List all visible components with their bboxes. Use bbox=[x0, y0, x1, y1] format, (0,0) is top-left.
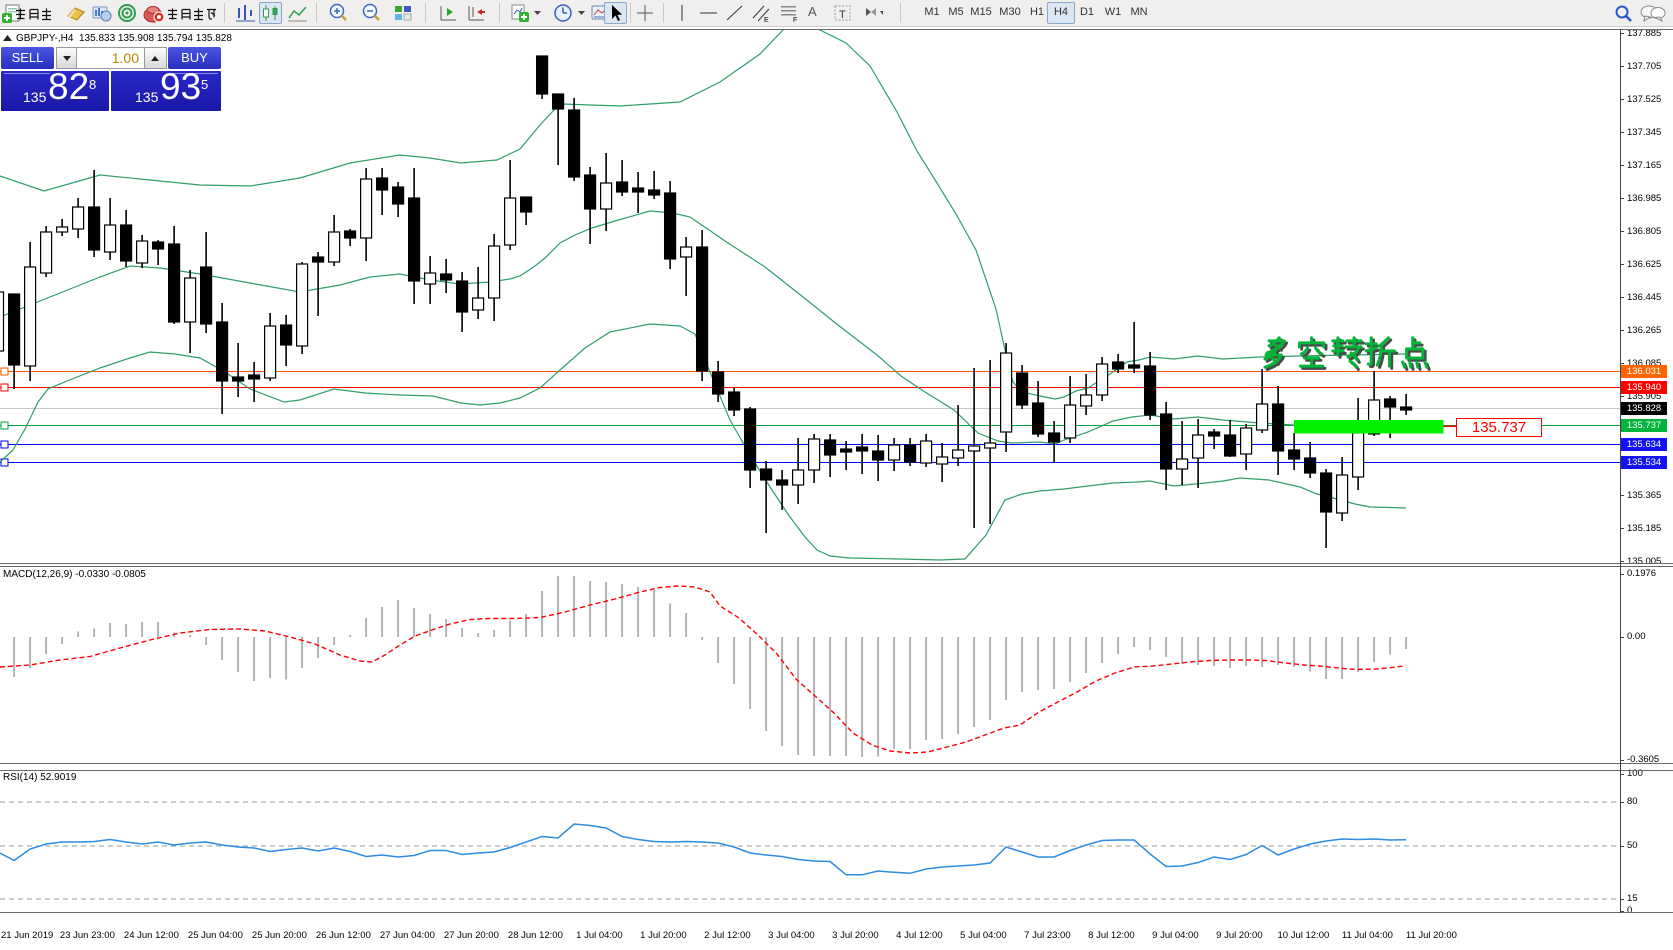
svg-text:E: E bbox=[764, 17, 769, 24]
svg-text:F: F bbox=[793, 17, 797, 24]
svg-text:T: T bbox=[839, 9, 846, 21]
